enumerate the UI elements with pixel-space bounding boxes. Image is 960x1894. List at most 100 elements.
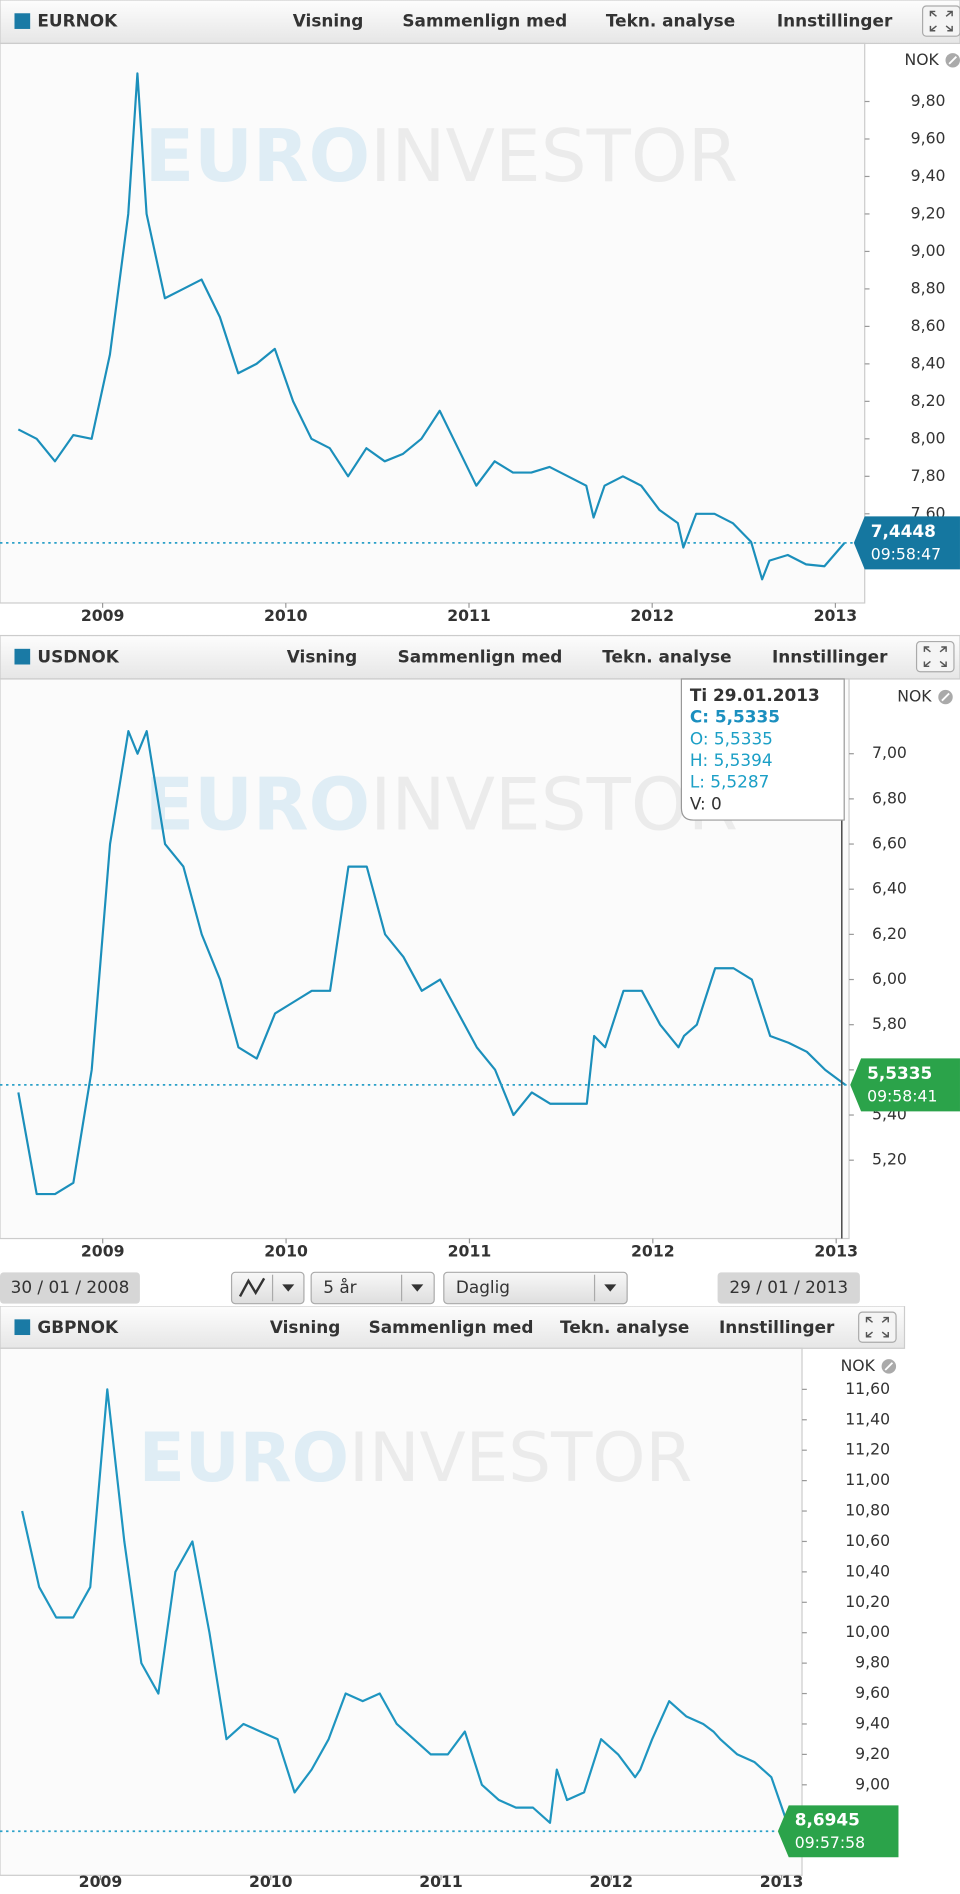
y-tick-label: 10,60	[845, 1531, 890, 1550]
current-value: 5,5335	[867, 1063, 932, 1083]
y-tick-label: 8,20	[911, 391, 946, 410]
end-date-box[interactable]	[717, 1272, 860, 1304]
interval-select[interactable]	[443, 1271, 628, 1305]
x-tick-label: 2011	[448, 1241, 492, 1260]
menu-item[interactable]: Innstillinger	[772, 646, 888, 666]
line-icon	[238, 1277, 266, 1298]
y-tick-label: 6,60	[872, 834, 907, 853]
unit-label: NOK	[841, 1356, 876, 1375]
menu-item[interactable]: Visning	[293, 11, 363, 31]
watermark-light: INVESTOR	[349, 1418, 692, 1497]
menu-item[interactable]: Visning	[287, 646, 357, 666]
y-tick-label: 9,80	[911, 91, 946, 110]
start-date[interactable]: 30 / 01 / 2008	[11, 1277, 130, 1297]
y-tick-label: 9,00	[911, 241, 946, 260]
current-box	[853, 516, 960, 570]
expand-arrow	[881, 1331, 889, 1338]
x-tick-label: 2011	[419, 1872, 463, 1891]
expand-arrow	[945, 25, 953, 32]
y-tick-label: 7,00	[872, 743, 907, 762]
interval[interactable]: Daglig	[456, 1277, 510, 1297]
y-tick-label: 8,60	[911, 316, 946, 335]
x-tick-label: 2012	[630, 606, 674, 625]
expand-button[interactable]	[921, 5, 960, 37]
y-tick-label: 8,40	[911, 353, 946, 372]
menu-item[interactable]: Tekn. analyse	[602, 646, 731, 666]
expand-arrow	[881, 1316, 889, 1323]
period-select[interactable]	[310, 1271, 435, 1305]
price-line	[21, 1388, 792, 1832]
tooltip-date: Ti 29.01.2013	[690, 685, 820, 705]
chart-type-select[interactable]	[230, 1271, 305, 1305]
y-tick-label: 10,00	[845, 1622, 890, 1641]
y-tick-label: 6,80	[872, 788, 907, 807]
menu-item[interactable]: Sammenlign med	[369, 1317, 534, 1337]
symbol-icon	[14, 648, 31, 665]
y-tick-label: 10,40	[845, 1561, 890, 1580]
price-line	[17, 72, 846, 581]
watermark: EUROINVESTOR	[145, 115, 738, 199]
x-tick-label: 2009	[79, 1872, 123, 1891]
expand-arrow	[923, 646, 931, 653]
y-tick-label: 8,00	[911, 428, 946, 447]
tooltip-open: O: 5,5335	[690, 728, 773, 748]
x-tick-label: 2013	[814, 1241, 858, 1260]
unit-icon-slash	[884, 1362, 894, 1371]
expand-button[interactable]	[858, 1311, 897, 1343]
y-tick-label: 7,80	[911, 466, 946, 485]
y-tick-label: 9,40	[855, 1713, 890, 1732]
end-date[interactable]: 29 / 01 / 2013	[729, 1277, 848, 1297]
current-value: 7,4448	[871, 521, 936, 541]
menu-item[interactable]: Tekn. analyse	[606, 11, 735, 31]
x-tick-label: 2011	[447, 606, 491, 625]
expand-arrow	[929, 10, 937, 17]
symbol-title: GBPNOK	[37, 1317, 119, 1337]
y-tick-label: 8,80	[911, 278, 946, 297]
x-tick-label: 2013	[814, 606, 858, 625]
watermark-bold: EURO	[145, 115, 370, 199]
current-time: 09:58:41	[867, 1086, 937, 1105]
y-tick-label: 6,00	[872, 969, 907, 988]
y-tick-label: 11,00	[845, 1470, 890, 1489]
start-date-box[interactable]	[0, 1272, 140, 1304]
menu-item[interactable]: Tekn. analyse	[560, 1317, 689, 1337]
x-tick-label: 2013	[760, 1872, 804, 1891]
y-tick-label: 11,40	[845, 1409, 890, 1428]
toolbar	[0, 0, 960, 45]
current-time: 09:58:47	[871, 544, 941, 563]
x-tick-label: 2012	[590, 1872, 634, 1891]
current-box	[777, 1805, 899, 1858]
x-tick-label: 2012	[631, 1241, 675, 1260]
period[interactable]: 5 år	[323, 1277, 356, 1297]
y-tick-label: 11,60	[845, 1379, 890, 1398]
price-line	[17, 730, 847, 1196]
dropdown-arrow	[604, 1284, 617, 1292]
dropdown-arrow	[282, 1284, 295, 1292]
x-tick-label: 2010	[264, 1241, 308, 1260]
menu-item[interactable]: Innstillinger	[719, 1317, 835, 1337]
x-tick-label: 2010	[249, 1872, 293, 1891]
symbol-title: EURNOK	[37, 11, 118, 31]
plot-area	[0, 42, 866, 604]
y-tick-label: 5,20	[872, 1150, 907, 1169]
current-time: 09:57:58	[795, 1833, 865, 1852]
unit-icon-slash	[948, 56, 958, 65]
expand-arrow	[945, 10, 953, 17]
menu-item[interactable]: Sammenlign med	[398, 646, 563, 666]
tooltip-close: C: 5,5335	[690, 707, 780, 727]
tooltip-volume: V: 0	[690, 793, 722, 813]
y-tick-label: 9,40	[911, 166, 946, 185]
menu-item[interactable]: Sammenlign med	[402, 11, 567, 31]
tooltip-low: L: 5,5287	[690, 772, 770, 792]
watermark-bold: EURO	[145, 764, 370, 848]
y-tick-label: 6,40	[872, 879, 907, 898]
x-tick-label: 2009	[81, 1241, 125, 1260]
watermark-light: INVESTOR	[370, 115, 738, 199]
expand-button[interactable]	[915, 640, 955, 673]
menu-item[interactable]: Innstillinger	[777, 11, 893, 31]
symbol-icon	[14, 13, 31, 29]
y-tick-label: 9,20	[911, 203, 946, 222]
menu-item[interactable]: Visning	[270, 1317, 340, 1337]
